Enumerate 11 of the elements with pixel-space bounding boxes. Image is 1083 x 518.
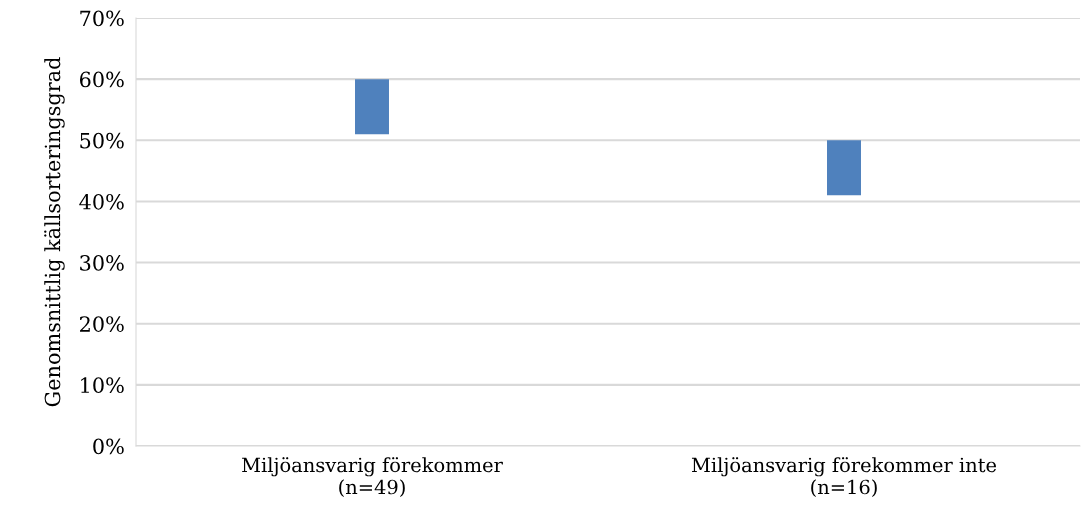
y-tick-label: 0% (93, 438, 124, 455)
y-tick-label: 20% (80, 316, 124, 332)
y-tick-label: 50% (80, 132, 124, 149)
y-tick-label: 40% (79, 193, 124, 210)
y-tick-label: 60% (79, 71, 124, 88)
y-tick-label: 30% (80, 255, 124, 271)
y-tick-label: 10% (81, 377, 124, 394)
y-axis-title: Genomsnittlig källsorteringsgrad (44, 57, 65, 407)
x-tick-label: Miljöansvarig förekommer inte (n=16) (691, 457, 997, 498)
y-tick-label: 70% (80, 10, 124, 27)
x-tick-label: Miljöansvarig förekommer (n=49) (242, 457, 503, 498)
